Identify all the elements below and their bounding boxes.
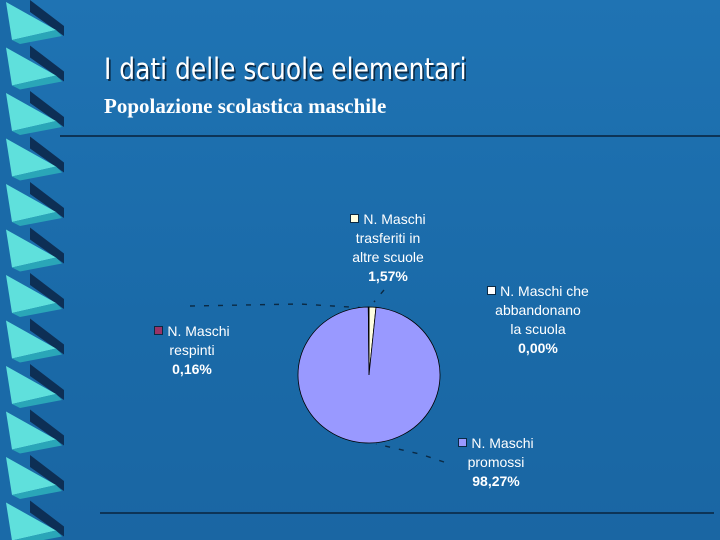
label-trasferiti-value: 1,57%	[368, 268, 408, 284]
decorative-triangle-strip	[0, 0, 64, 540]
label-abbandonano-value: 0,00%	[518, 340, 558, 356]
slide-title: I dati delle scuole elementari	[104, 52, 467, 86]
label-promossi: N. Maschi promossi 98,27%	[446, 434, 546, 491]
swatch-trasferiti	[350, 214, 360, 223]
footer-divider-line	[100, 512, 714, 514]
slide-subtitle: Popolazione scolastica maschile	[104, 94, 387, 118]
leader-line-promossi	[375, 443, 445, 463]
label-respinti-name: N. Maschi respinti	[167, 323, 230, 358]
swatch-abbandonano	[487, 286, 497, 295]
swatch-promossi	[458, 438, 468, 447]
pie-slice-respinti	[367, 306, 370, 376]
label-promossi-value: 98,27%	[472, 473, 520, 489]
label-respinti: N. Maschi respinti 0,16%	[140, 322, 244, 379]
leader-line-respinti	[189, 303, 367, 309]
title-divider-line	[60, 135, 720, 137]
label-respinti-value: 0,16%	[172, 361, 212, 377]
label-trasferiti: N. Maschi trasferiti in altre scuole 1,57%	[333, 210, 443, 286]
label-promossi-name: N. Maschi promossi	[467, 435, 534, 470]
label-abbandonano: N. Maschi che abbandonano la scuola 0,00%	[479, 282, 597, 358]
label-abbandonano-name: N. Maschi che abbandonano la scuola	[495, 283, 589, 337]
label-trasferiti-name: N. Maschi trasferiti in altre scuole	[352, 211, 426, 265]
swatch-respinti	[154, 326, 164, 335]
leader-line-trasferiti	[373, 289, 385, 303]
